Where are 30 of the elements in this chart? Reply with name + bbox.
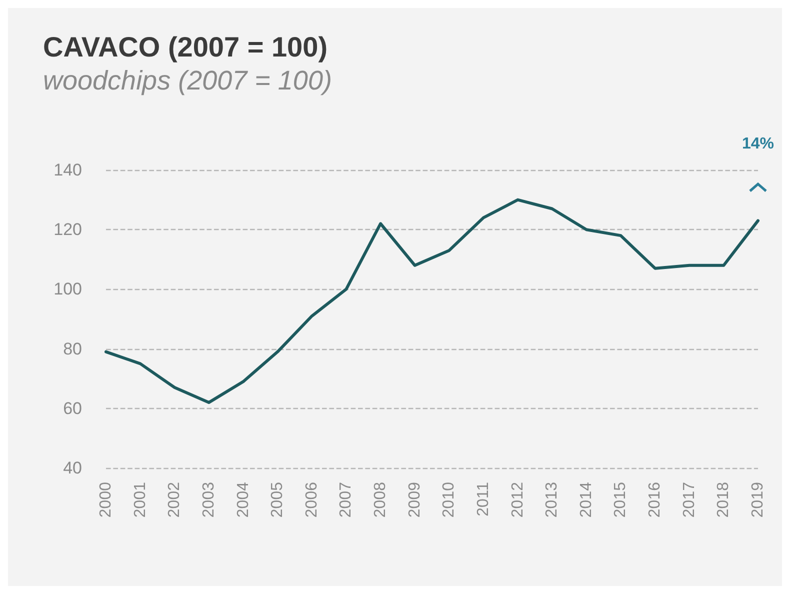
x-tick-label: 2007 — [338, 482, 355, 518]
x-tick-label: 2014 — [578, 482, 595, 518]
x-tick-label: 2004 — [234, 482, 252, 518]
x-tick-label: 2003 — [200, 482, 218, 518]
x-tick-label: 2002 — [166, 482, 184, 518]
x-tick-label: 2000 — [98, 482, 114, 518]
chart-title: CAVACO (2007 = 100) — [43, 32, 328, 62]
x-tick-label: 2013 — [544, 482, 561, 518]
chart-subtitle: woodchips (2007 = 100) — [43, 66, 332, 96]
x-tick-label: 2009 — [406, 482, 424, 518]
x-tick-label: 2005 — [269, 482, 286, 518]
x-tick-label: 2018 — [715, 482, 732, 518]
y-tick-label: 140 — [54, 160, 82, 180]
y-tick-label: 100 — [54, 280, 82, 299]
x-tick-label: 2016 — [646, 482, 664, 518]
x-tick-label: 2011 — [474, 482, 492, 516]
x-tick-label: 2015 — [612, 482, 630, 518]
x-tick-label: 2010 — [440, 482, 458, 518]
x-tick-label: 2019 — [750, 482, 766, 518]
y-tick-label: 60 — [63, 398, 82, 418]
x-tick-label: 2006 — [303, 482, 320, 518]
y-tick-label: 40 — [63, 458, 82, 478]
y-tick-label: 80 — [63, 339, 82, 358]
line-series — [104, 198, 760, 404]
x-tick-label: 2017 — [680, 482, 698, 518]
x-tick-label: 2012 — [509, 482, 526, 518]
x-tick-label: 2008 — [372, 482, 390, 518]
text: 14% — [742, 136, 774, 152]
y-tick-label: 120 — [54, 220, 82, 240]
x-tick-label: 2001 — [132, 482, 149, 518]
